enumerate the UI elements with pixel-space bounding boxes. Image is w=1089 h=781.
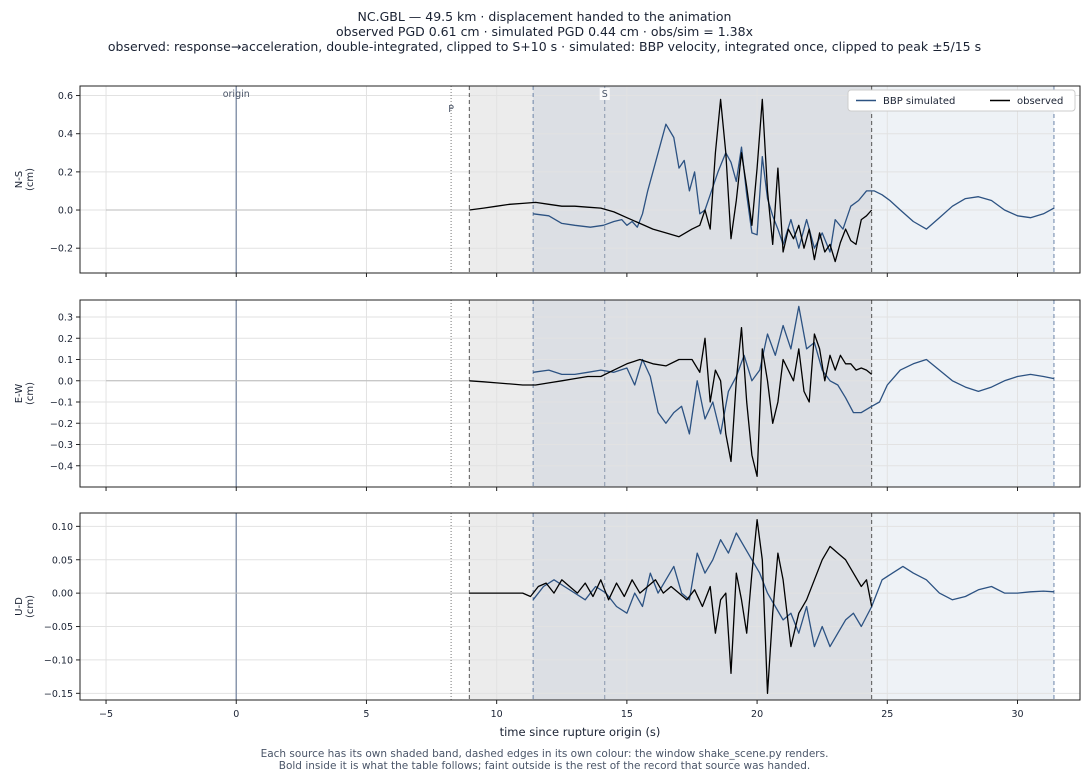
panel-frame [79,512,1081,701]
observed-trace [469,519,873,694]
y-axis-label: (cm) [25,382,36,405]
y-tick-label: 0.2 [58,334,73,345]
y-tick-label: −0.10 [44,655,73,666]
overlap-window-band [533,86,872,273]
y-tick-label: −0.3 [50,440,73,451]
y-tick-label: 0.05 [52,555,73,566]
x-tick-label: 20 [751,709,763,720]
simulated-trace [533,123,1055,253]
x-tick-label: −5 [99,709,113,720]
legend-entry: observed [1017,96,1063,107]
y-tick-label: −0.4 [50,461,73,472]
legend-entry: BBP simulated [883,96,955,107]
observed-trace [469,98,873,263]
marker-label-S: S [602,89,608,100]
x-axis-label: time since rupture origin (s) [500,725,661,739]
y-tick-label: −0.1 [50,398,73,409]
y-tick-label: 0.4 [58,129,73,140]
x-tick-label: 10 [491,709,503,720]
y-axis-label: (cm) [25,595,36,618]
chart-title-line-1: NC.GBL — 49.5 km · displacement handed t… [357,9,732,24]
panel-frame [79,85,1081,274]
y-axis-label: (cm) [25,168,36,191]
y-tick-label: −0.05 [44,622,73,633]
overlap-window-band [533,300,872,487]
panel-3: −0.15 −0.10 −0.05 0.00 0.05 0.10 U-D (cm) [14,512,1081,704]
chart-title-line-2: observed PGD 0.61 cm · simulated PGD 0.4… [336,24,753,39]
x-tick-label: 5 [363,709,369,720]
y-tick-label: 0.2 [58,167,73,178]
simulated-window-band [871,86,1054,273]
y-tick-label: 0.00 [52,589,73,600]
faint-pre-window-trace [106,379,470,382]
panel-1: −0.2 0.0 0.2 0.4 0.6 N-S (cm) origin P S [14,85,1081,277]
simulated-trace [533,305,1055,435]
y-tick-label: −0.15 [44,689,73,700]
faint-pre-window-trace [106,209,470,211]
marker-label-P: P [448,104,454,115]
y-tick-label: 0.0 [58,376,73,387]
simulated-window-band [871,300,1054,487]
faint-pre-window-trace [106,592,470,594]
x-tick-label: 15 [621,709,633,720]
legend-box [847,89,1076,112]
panel-2: −0.4 −0.3 −0.2 −0.1 0.0 0.1 0.2 0.3 E-W (cm) [14,299,1081,491]
y-axis-label: E-W [14,384,25,404]
x-tick-label: 0 [233,709,239,720]
y-axis-label: N-S [14,171,25,188]
marker-label-bg [599,88,610,100]
legend: BBP simulated observed [847,89,1076,112]
y-tick-label: −0.2 [50,244,73,255]
y-tick-label: 0.6 [58,91,73,102]
y-tick-label: 0.1 [58,355,73,366]
simulated-trace [532,532,1055,648]
y-tick-label: 0.10 [52,522,73,533]
observed-trace [469,326,873,478]
y-tick-label: −0.2 [50,419,73,430]
y-tick-label: 0.0 [58,206,73,217]
chart-title-line-3: observed: response→acceleration, double-… [107,39,982,54]
simulated-window-band [871,513,1054,700]
panel-frame [79,299,1081,488]
x-tick-label: 25 [881,709,893,720]
footer-note-line-2: Bold inside it is what the table follows… [278,760,811,772]
y-tick-label: 0.3 [58,313,73,324]
marker-label-origin: origin [223,89,250,100]
footer-note-line-1: Each source has its own shaded band, das… [260,748,829,760]
x-tick-label: 30 [1011,709,1023,720]
y-axis-label: U-D [14,597,25,616]
